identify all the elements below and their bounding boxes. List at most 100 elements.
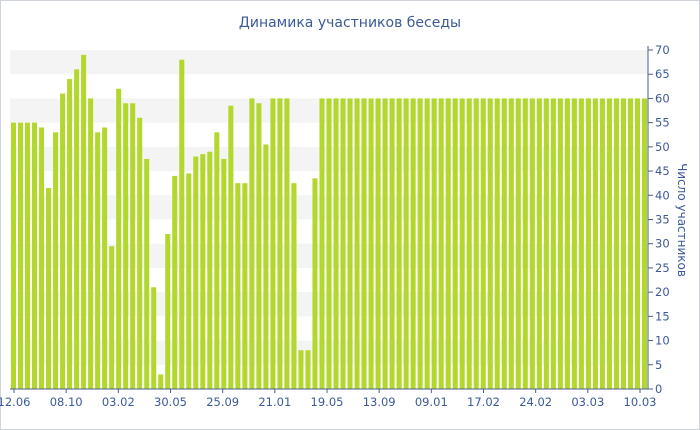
bar: [67, 79, 73, 389]
y-tick-label: 70: [655, 43, 670, 57]
bar: [88, 98, 94, 390]
bar: [466, 98, 472, 390]
x-tick-label: 08.10: [50, 395, 83, 409]
bar: [557, 98, 563, 390]
bar: [536, 98, 542, 390]
bar: [389, 98, 395, 390]
bar: [396, 98, 402, 390]
x-tick-label: 09.01: [415, 395, 448, 409]
bar: [501, 98, 507, 390]
x-tick-label: 24.02: [519, 395, 552, 409]
y-tick-label: 20: [655, 285, 670, 299]
bar: [158, 374, 164, 389]
bar: [53, 132, 59, 389]
bar: [585, 98, 591, 390]
bar: [25, 122, 31, 389]
bar: [452, 98, 458, 390]
x-tick-label: 10.03: [624, 395, 657, 409]
bar: [641, 98, 648, 390]
bar: [305, 350, 311, 389]
bar: [17, 122, 24, 389]
bar: [312, 178, 318, 389]
bar: [298, 350, 304, 389]
bar: [151, 287, 157, 389]
bar: [193, 156, 199, 389]
y-tick-label: 60: [655, 91, 670, 105]
bar: [592, 98, 598, 390]
y-tick-label: 35: [655, 213, 670, 227]
bar: [368, 98, 374, 390]
bar: [445, 98, 451, 390]
bar: [235, 183, 241, 389]
x-ticks: 12.06 08.10 03.02 30.05 25.09 21.01 19.05 13.09…: [0, 389, 656, 409]
bar: [431, 98, 437, 390]
x-tick-label: 13.09: [363, 395, 396, 409]
bar: [116, 88, 122, 390]
bar: [221, 158, 227, 389]
bar: [627, 98, 633, 390]
bar: [207, 151, 213, 389]
bar: [382, 98, 388, 390]
bar: [508, 98, 514, 390]
bar: [277, 98, 283, 390]
bar: [172, 175, 178, 389]
bar: [410, 98, 416, 390]
y-tick-label: 10: [655, 334, 670, 348]
bar: [32, 122, 38, 389]
y-tick-label: 5: [655, 358, 662, 372]
x-tick-label: 21.01: [258, 395, 291, 409]
bar: [613, 98, 619, 390]
bar: [214, 132, 220, 389]
bar: [620, 98, 626, 390]
bar: [249, 98, 255, 390]
bar: [10, 122, 17, 389]
bar: [130, 103, 136, 390]
x-tick-label: 30.05: [154, 395, 187, 409]
bar: [417, 98, 423, 390]
bar: [95, 132, 101, 389]
bar: [270, 98, 276, 390]
bar: [473, 98, 479, 390]
bar: [291, 183, 297, 389]
bar: [543, 98, 549, 390]
x-tick-label: 25.09: [206, 395, 239, 409]
chart-title: Динамика участников беседы: [239, 15, 461, 31]
bar: [109, 246, 115, 389]
bar: [354, 98, 360, 390]
bar: [102, 127, 108, 390]
bar: [256, 103, 262, 390]
bar: [60, 93, 66, 389]
bar: [242, 183, 248, 389]
bar: [375, 98, 381, 390]
x-tick-label: 03.02: [102, 395, 135, 409]
bar: [200, 154, 206, 389]
bar: [564, 98, 570, 390]
bar: [39, 127, 45, 390]
bar: [319, 98, 325, 390]
y-tick-label: 45: [655, 164, 670, 178]
y-axis-label: Число участников: [675, 163, 689, 277]
bar: [340, 98, 346, 390]
bar: [515, 98, 521, 390]
bars: [10, 54, 648, 390]
bar: [571, 98, 577, 390]
bar: [459, 98, 465, 390]
bar: [550, 98, 556, 390]
bar: [123, 103, 129, 390]
bar: [81, 54, 87, 390]
y-tick-label: 30: [655, 237, 670, 251]
bar: [179, 59, 185, 389]
bar: [74, 69, 80, 390]
bar: [347, 98, 353, 390]
grid-band: [10, 50, 648, 75]
y-tick-label: 15: [655, 309, 670, 323]
bar: [228, 105, 234, 389]
x-tick-label: 12.06: [0, 395, 30, 409]
bar: [403, 98, 409, 390]
y-tick-label: 25: [655, 261, 670, 275]
y-tick-label: 65: [655, 67, 670, 81]
bar: [424, 98, 430, 390]
bar: [634, 98, 641, 390]
x-tick-label: 17.02: [467, 395, 500, 409]
